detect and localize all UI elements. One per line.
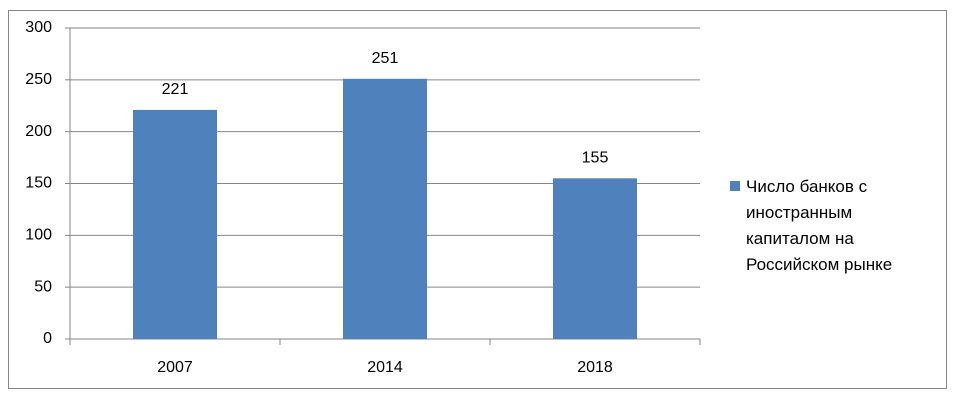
y-tick-label: 100 <box>25 227 52 244</box>
x-tick-label: 2007 <box>157 359 193 376</box>
x-tick-label: 2014 <box>367 359 403 376</box>
y-tick-label: 250 <box>25 71 52 88</box>
legend-swatch <box>730 181 740 191</box>
bar <box>343 78 427 340</box>
y-tick-label: 0 <box>43 330 52 347</box>
x-tick-label: 2018 <box>577 359 613 376</box>
data-label: 251 <box>372 50 399 67</box>
y-tick-label: 300 <box>25 19 52 36</box>
y-tick-label: 200 <box>25 123 52 140</box>
y-tick-label: 150 <box>25 175 52 192</box>
legend: Число банков с иностранным капиталом на … <box>730 174 920 278</box>
legend-label: Число банков с иностранным капиталом на … <box>746 177 893 274</box>
bar <box>553 178 637 339</box>
data-label: 221 <box>162 81 189 98</box>
bar <box>133 109 217 339</box>
y-tick-label: 50 <box>34 278 52 295</box>
data-label: 155 <box>582 150 609 167</box>
